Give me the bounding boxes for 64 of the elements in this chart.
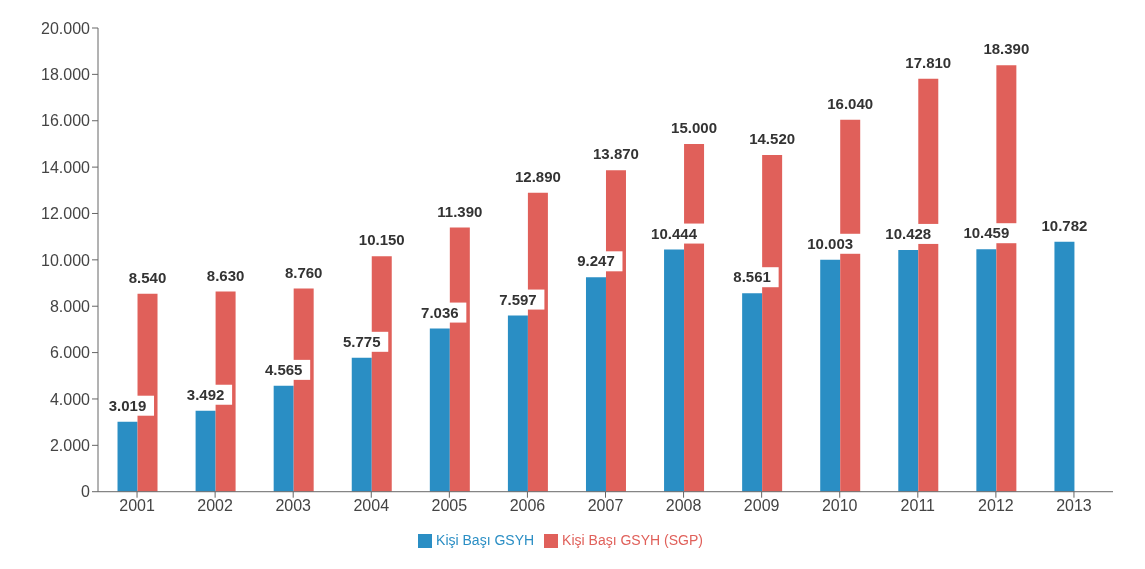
bar	[507, 315, 528, 492]
data-label: 5.775	[342, 332, 381, 350]
data-label: 14.520	[749, 130, 796, 148]
data-label: 7.597	[499, 290, 537, 308]
y-tick-label: 8.000	[49, 297, 91, 315]
data-label: 3.492	[186, 385, 225, 403]
data-label: 8.561	[733, 268, 771, 286]
x-tick-label: 2011	[900, 497, 936, 515]
bar	[820, 259, 841, 492]
data-label: 11.390	[437, 202, 483, 220]
data-label: 3.019	[108, 396, 147, 414]
y-tick-label: 12.000	[41, 205, 91, 223]
bar	[273, 385, 294, 492]
data-label: 10.428	[885, 224, 932, 242]
x-tick-label: 2002	[197, 497, 234, 515]
y-tick-label: 4.000	[49, 390, 91, 408]
bar	[898, 249, 919, 492]
y-tick-label: 16.000	[41, 112, 91, 130]
x-tick-label: 2004	[353, 497, 390, 515]
y-tick-label: 18.000	[41, 66, 91, 84]
x-tick-label: 2013	[1056, 497, 1092, 515]
bar	[117, 421, 138, 492]
x-tick-label: 2006	[509, 497, 546, 515]
data-label: 9.247	[577, 252, 615, 270]
data-label: 10.444	[651, 224, 698, 242]
x-tick-label: 2008	[665, 497, 702, 515]
y-tick-label: 0	[81, 483, 91, 501]
data-label: 8.760	[284, 263, 323, 281]
data-label: 8.540	[128, 268, 167, 286]
data-label: 15.000	[671, 118, 717, 136]
bar	[351, 357, 372, 492]
data-label: 10.003	[807, 234, 854, 252]
bar	[664, 249, 685, 492]
bar	[1054, 241, 1075, 492]
bar	[195, 410, 216, 492]
y-tick-label: 6.000	[49, 344, 91, 362]
x-tick-label: 2010	[821, 497, 858, 515]
bar	[585, 277, 606, 492]
data-label: 10.459	[963, 224, 1010, 242]
data-label: 17.810	[905, 53, 952, 71]
data-label: 10.782	[1041, 216, 1088, 234]
bar	[742, 293, 763, 492]
legend-label: Kişi Başı GSYH (SGP)	[562, 531, 703, 548]
x-tick-label: 2005	[431, 497, 468, 515]
data-label: 16.040	[827, 94, 874, 112]
bar	[429, 328, 450, 492]
x-tick-label: 2007	[587, 497, 624, 515]
data-label: 10.150	[358, 231, 405, 249]
x-tick-label: 2009	[743, 497, 780, 515]
data-label: 7.036	[421, 303, 459, 321]
data-label: 12.890	[514, 167, 561, 185]
data-label: 4.565	[264, 360, 303, 378]
legend-label: Kişi Başı GSYH	[436, 531, 535, 548]
x-tick-label: 2012	[978, 497, 1014, 515]
bar	[976, 249, 997, 492]
y-tick-label: 20.000	[41, 19, 91, 37]
data-label: 18.390	[983, 40, 1030, 58]
y-tick-label: 2.000	[49, 437, 91, 455]
x-tick-label: 2001	[119, 497, 155, 515]
y-tick-label: 14.000	[41, 158, 91, 176]
data-label: 13.870	[593, 145, 639, 163]
y-tick-label: 10.000	[41, 251, 91, 269]
data-label: 8.630	[206, 266, 245, 284]
x-tick-label: 2003	[275, 497, 312, 515]
